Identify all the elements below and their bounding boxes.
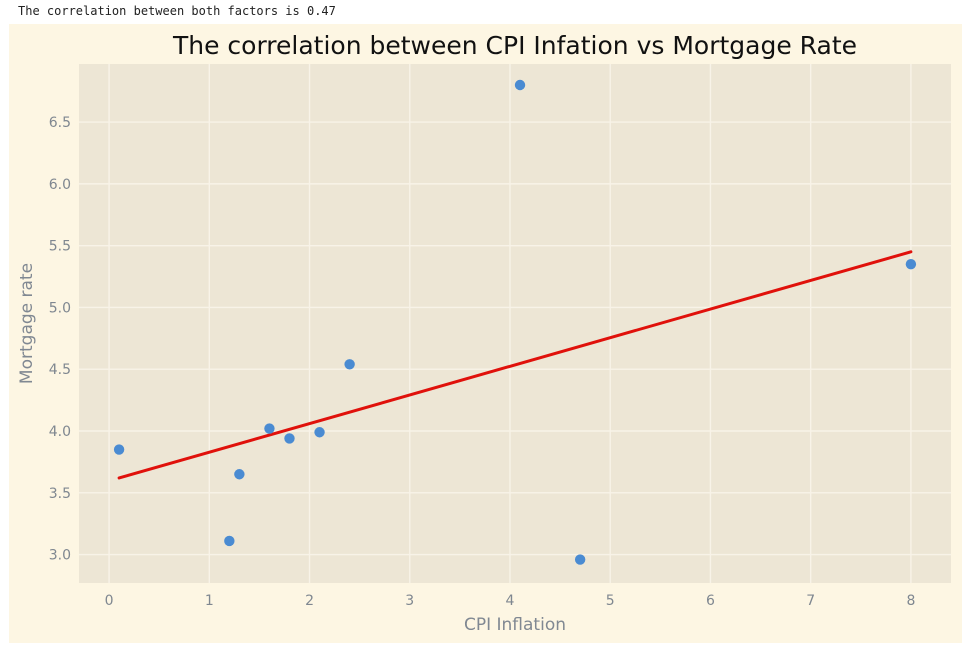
scatter-point bbox=[234, 469, 245, 480]
trend-layer bbox=[117, 250, 913, 480]
chart-title: The correlation between CPI Infation vs … bbox=[172, 31, 857, 60]
x-tick-label: 0 bbox=[105, 593, 114, 609]
scatter-point bbox=[284, 433, 295, 444]
scatter-point bbox=[574, 554, 586, 565]
y-tick-label: 5.5 bbox=[49, 239, 71, 255]
scatter-point bbox=[314, 427, 325, 438]
ticks: 0 1 2 3 4 5 6 7 8 3.0 3.5 4.0 4.5 5.0 5.5 6.0 6.5 bbox=[49, 115, 916, 609]
plot-area bbox=[79, 64, 951, 583]
trend-line bbox=[117, 250, 913, 480]
scatter-point bbox=[514, 79, 526, 91]
scatter-point bbox=[224, 535, 235, 547]
y-tick-label: 4.5 bbox=[49, 362, 71, 378]
scatter-point bbox=[113, 444, 125, 455]
x-tick-label: 6 bbox=[706, 593, 715, 609]
x-tick-label: 3 bbox=[405, 593, 414, 609]
y-tick-label: 6.5 bbox=[49, 115, 71, 131]
x-axis-label: CPI Inflation bbox=[464, 615, 566, 635]
scatter-point bbox=[264, 423, 275, 434]
y-tick-label: 4.0 bbox=[49, 424, 71, 440]
x-tick-label: 5 bbox=[606, 593, 615, 609]
grid bbox=[79, 64, 951, 583]
output-text: The correlation between both factors is … bbox=[18, 4, 336, 18]
y-tick-label: 5.0 bbox=[49, 300, 71, 316]
x-tick-label: 2 bbox=[305, 593, 314, 609]
scatter-point bbox=[905, 258, 917, 270]
data-points bbox=[113, 79, 917, 565]
x-tick-label: 4 bbox=[506, 593, 515, 609]
x-tick-label: 7 bbox=[806, 593, 815, 609]
chart-figure: 0 1 2 3 4 5 6 7 8 3.0 3.5 4.0 4.5 5.0 5.5 6.0 6.5 The co… bbox=[9, 24, 962, 643]
y-tick-label: 3.0 bbox=[49, 548, 71, 564]
y-tick-label: 6.0 bbox=[49, 177, 71, 193]
y-tick-label: 3.5 bbox=[49, 486, 71, 502]
y-axis-label: Mortgage rate bbox=[17, 263, 37, 384]
scatter-chart: 0 1 2 3 4 5 6 7 8 3.0 3.5 4.0 4.5 5.0 5.5 6.0 6.5 The co… bbox=[17, 31, 951, 635]
scatter-point bbox=[344, 359, 355, 370]
x-tick-label: 1 bbox=[205, 593, 214, 609]
x-tick-label: 8 bbox=[906, 593, 915, 609]
